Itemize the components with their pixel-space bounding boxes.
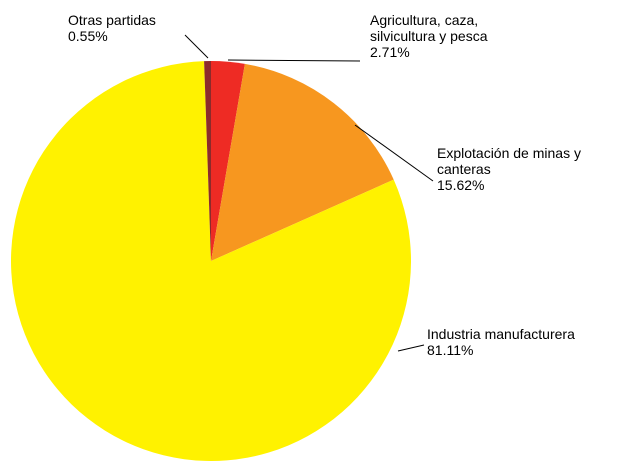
pie-slice bbox=[11, 61, 411, 461]
slice-label: Industria manufacturera 81.11% bbox=[427, 326, 642, 358]
slice-label: Explotación de minas y canteras 15.62% bbox=[437, 145, 637, 193]
value-label: 81.11% bbox=[427, 342, 474, 358]
value-label: 0.55% bbox=[68, 28, 108, 44]
leader-line bbox=[354, 124, 434, 182]
slice-label: Otras partidas 0.55% bbox=[68, 12, 218, 44]
slice-label: Agricultura, caza, silvicultura y pesca 2… bbox=[370, 12, 530, 60]
leader-line bbox=[397, 344, 425, 352]
category-name: Agricultura, caza, silvicultura y pesca bbox=[370, 12, 488, 44]
category-name: Industria manufacturera bbox=[427, 326, 575, 342]
pie-slice bbox=[204, 61, 211, 261]
leader-line bbox=[184, 34, 209, 59]
pie-slice bbox=[211, 61, 245, 261]
category-name: Explotación de minas y canteras bbox=[437, 145, 581, 177]
leader-line bbox=[227, 59, 361, 62]
pie-slice bbox=[211, 63, 394, 261]
value-label: 2.71% bbox=[370, 44, 410, 60]
category-name: Otras partidas bbox=[68, 12, 156, 28]
value-label: 15.62% bbox=[437, 177, 485, 193]
